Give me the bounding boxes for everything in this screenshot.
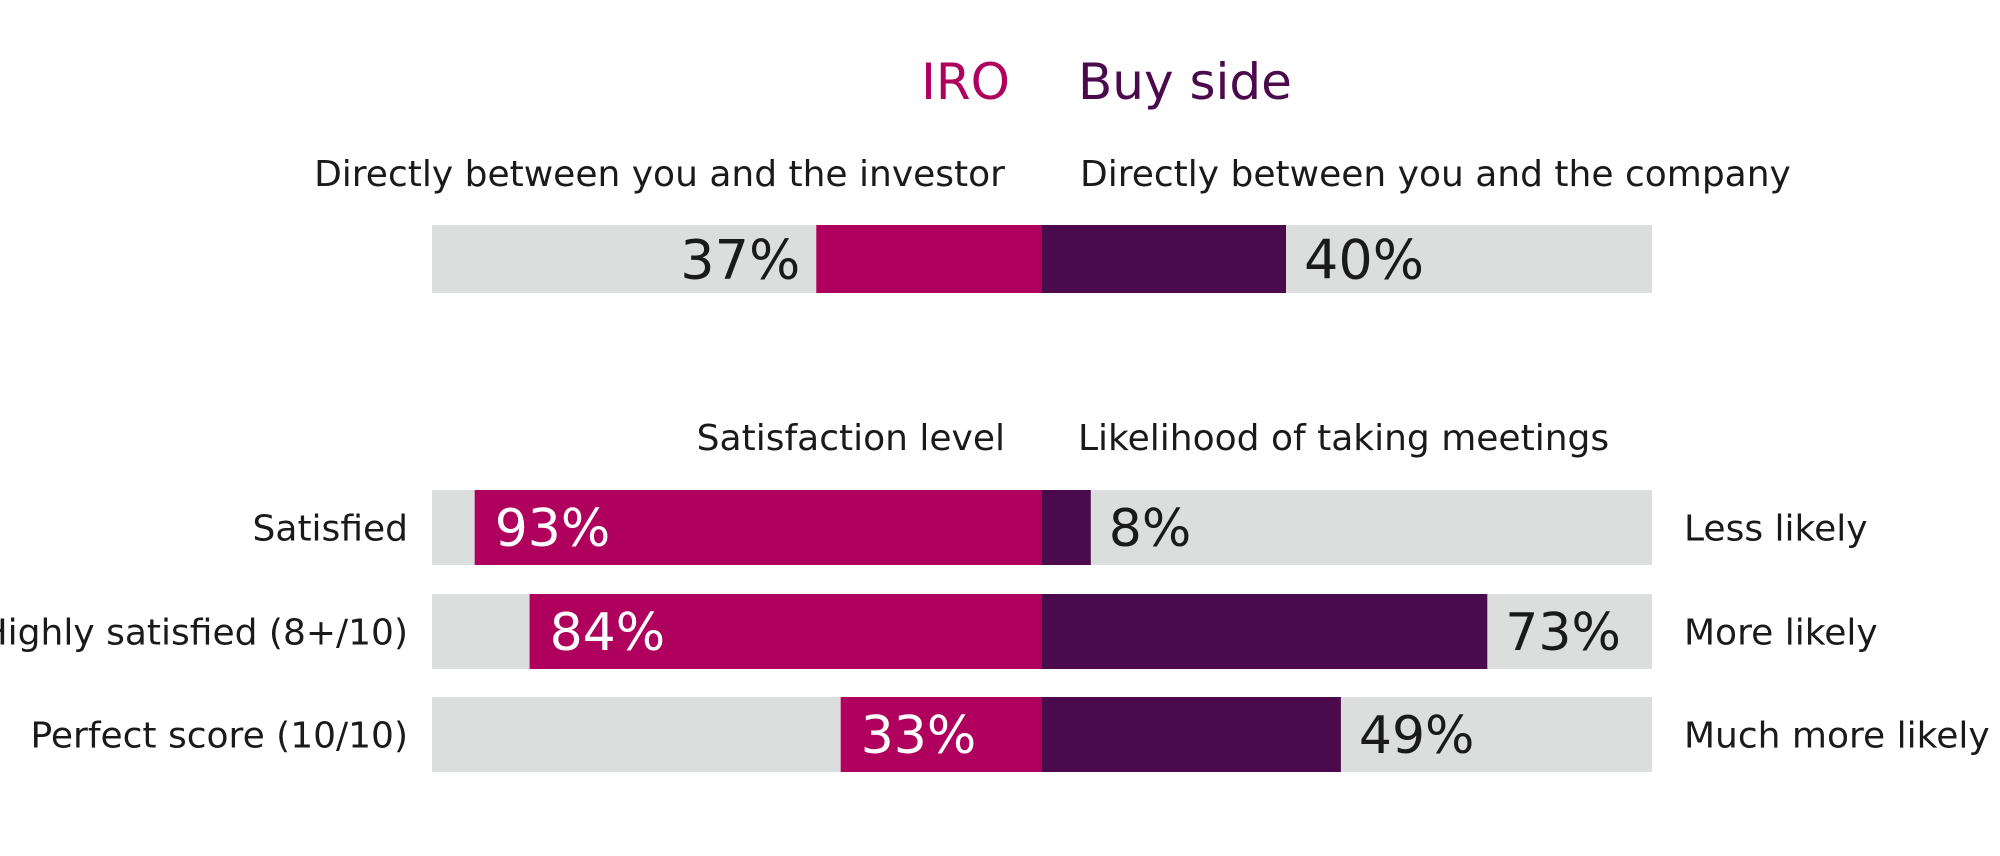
row-1-iro-bar bbox=[474, 490, 1042, 565]
bottom-iro-header: Satisfaction level bbox=[697, 418, 1005, 459]
legend-iro: IRO bbox=[921, 53, 1010, 111]
row-1-buyside-value-label: 8% bbox=[1109, 499, 1192, 559]
row-2-left-label: Highly satisfied (8+/10) bbox=[0, 613, 408, 654]
top-iro-header: Directly between you and the investor bbox=[314, 154, 1005, 195]
row-2-iro-value-label: 84% bbox=[550, 603, 666, 663]
row-3-iro-bar bbox=[840, 697, 1042, 772]
row-1-right-label: Less likely bbox=[1684, 509, 1868, 550]
row-2-buyside-value-label: 73% bbox=[1505, 603, 1621, 663]
row-1-buyside-bar bbox=[1042, 490, 1091, 565]
top-bar-iro-value-label: 37% bbox=[680, 228, 800, 291]
top-bar-buyside-value-label: 40% bbox=[1304, 228, 1424, 291]
top-bar-iro-bar bbox=[816, 225, 1042, 293]
row-1-iro-value-label: 93% bbox=[495, 499, 611, 559]
row-2-iro-bar bbox=[529, 594, 1042, 669]
bottom-buyside-header: Likelihood of taking meetings bbox=[1078, 418, 1609, 459]
row-2-buyside-bar bbox=[1042, 594, 1488, 669]
top-bar-buyside-bar bbox=[1042, 225, 1286, 293]
row-3-iro-value-label: 33% bbox=[861, 706, 977, 766]
legend-buy-side: Buy side bbox=[1078, 53, 1292, 111]
row-3-left-label: Perfect score (10/10) bbox=[30, 716, 408, 757]
row-1-left-label: Satisfied bbox=[253, 509, 408, 550]
row-3-buyside-value-label: 49% bbox=[1359, 706, 1475, 766]
row-3-buyside-bar bbox=[1042, 697, 1341, 772]
row-3-right-label: Much more likely bbox=[1684, 716, 1990, 757]
row-2-right-label: More likely bbox=[1684, 613, 1878, 654]
bars-layer: 37% 40% 93% 8% Satisfied Less likely 84% 73% Hig… bbox=[0, 225, 1990, 772]
top-buyside-header: Directly between you and the company bbox=[1080, 154, 1791, 195]
